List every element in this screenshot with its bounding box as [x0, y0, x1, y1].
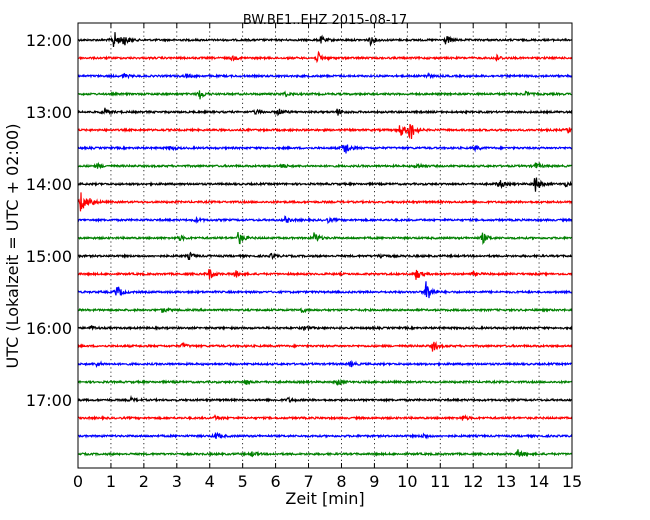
x-tick-label: 2: [139, 472, 149, 491]
y-tick-label: 12:00: [26, 31, 72, 50]
y-tick-label: 14:00: [26, 175, 72, 194]
trace-line: [77, 413, 573, 422]
trace-line: [77, 269, 573, 280]
x-tick-label: 9: [369, 472, 379, 491]
y-tick-label: 15:00: [26, 247, 72, 266]
trace-line: [77, 325, 573, 332]
x-tick-label: 1: [106, 472, 116, 491]
trace-line: [77, 161, 573, 170]
x-tick-label: 5: [238, 472, 248, 491]
x-tick-label: 8: [336, 472, 346, 491]
y-tick-label: 17:00: [26, 391, 72, 410]
trace-line: [77, 340, 573, 352]
trace-line: [77, 50, 573, 64]
trace-line: [77, 192, 573, 212]
trace-line: [77, 307, 573, 314]
x-tick-label: 11: [430, 472, 450, 491]
x-tick-label: 7: [303, 472, 313, 491]
traces-layer: [77, 32, 573, 458]
x-ticks: 0 1 2 3 4 5 6 7 8 9 10 11 12 13 14 15: [73, 23, 582, 491]
trace-line: [77, 449, 573, 458]
x-tick-label: 6: [271, 472, 281, 491]
trace-line: [77, 431, 573, 440]
trace-line: [77, 107, 573, 117]
trace-line: [77, 281, 573, 299]
x-axis-label: Zeit [min]: [285, 489, 364, 508]
x-tick-label: 14: [529, 472, 549, 491]
trace-line: [77, 232, 573, 245]
trace-line: [77, 251, 573, 261]
plot-frame: [77, 22, 573, 469]
x-tick-label: 15: [562, 472, 582, 491]
trace-line: [77, 144, 573, 154]
trace-line: [77, 90, 573, 100]
x-tick-label: 3: [172, 472, 182, 491]
x-tick-label: 0: [73, 472, 83, 491]
trace-line: [77, 72, 573, 80]
trace-line: [77, 378, 573, 386]
x-tick-label: 13: [496, 472, 516, 491]
y-axis-label: UTC (Lokalzeit = UTC + 02:00): [3, 124, 22, 369]
y-tick-label: 16:00: [26, 319, 72, 338]
grid-layer: [110, 23, 540, 468]
trace-line: [77, 32, 573, 47]
chart-title: BW.BE1..EHZ 2015-08-17: [243, 13, 407, 28]
trace-line: [77, 123, 573, 140]
y-ticks: 12:00 13:00 14:00 15:00 16:00 17:00: [26, 31, 572, 410]
trace-line: [77, 359, 573, 369]
x-tick-label: 12: [463, 472, 483, 491]
trace-line: [77, 215, 573, 225]
x-tick-label: 4: [205, 472, 215, 491]
y-tick-label: 13:00: [26, 103, 72, 122]
x-tick-label: 10: [397, 472, 417, 491]
trace-line: [77, 177, 573, 192]
trace-line: [77, 394, 573, 404]
